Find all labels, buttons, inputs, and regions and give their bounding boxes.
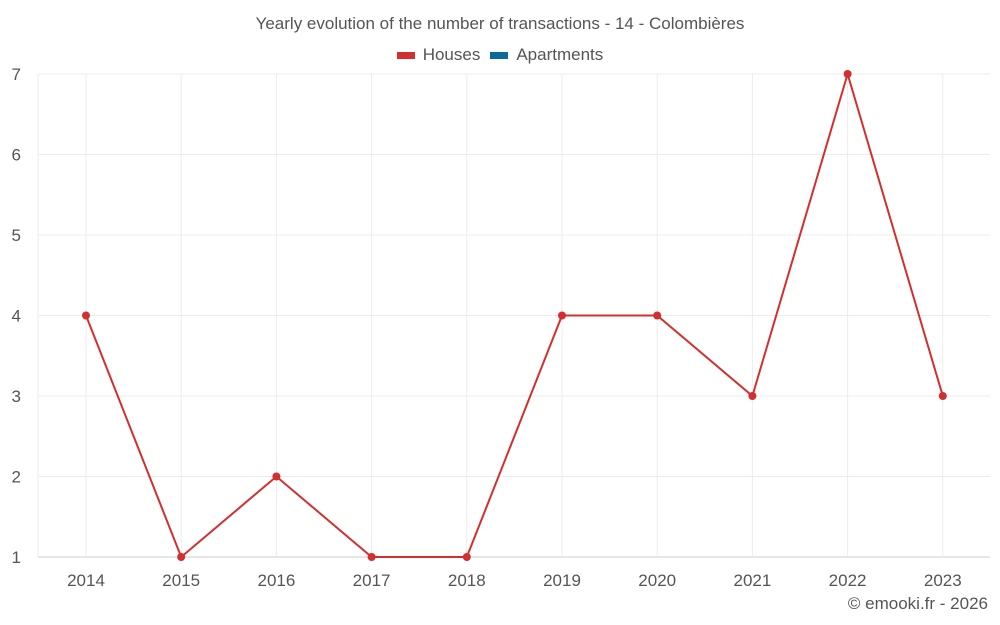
legend-item-apartments[interactable]: Apartments <box>490 45 603 65</box>
x-tick-label: 2019 <box>543 571 581 590</box>
x-tick-label: 2023 <box>924 571 962 590</box>
data-point <box>843 70 852 78</box>
data-point <box>748 392 757 400</box>
legend-swatch-apartments <box>490 51 509 59</box>
x-tick-label: 2018 <box>448 571 486 590</box>
x-tick-label: 2020 <box>638 571 676 590</box>
series-line-houses <box>85 70 944 559</box>
data-point <box>82 311 90 320</box>
y-tick-label: 3 <box>12 387 21 406</box>
chart-legend: Houses Apartments <box>0 45 1000 65</box>
y-tick-label: 5 <box>12 226 21 245</box>
data-point <box>367 553 376 561</box>
data-point <box>272 472 281 481</box>
y-tick-label: 7 <box>12 65 21 84</box>
x-tick-label: 2022 <box>829 571 867 590</box>
legend-swatch-houses <box>396 51 415 59</box>
y-tick-label: 4 <box>12 307 21 326</box>
x-tick-label: 2014 <box>67 571 105 590</box>
chart-title: Yearly evolution of the number of transa… <box>255 14 745 33</box>
data-point <box>938 392 947 400</box>
legend-label-houses: Houses <box>422 45 481 64</box>
y-tick-label: 1 <box>12 548 21 567</box>
data-point <box>462 553 471 561</box>
legend-item-houses[interactable]: Houses <box>396 45 481 65</box>
y-tick-label: 2 <box>12 468 21 487</box>
copyright-credit: © emooki.fr - 2026 <box>847 594 988 613</box>
x-tick-label: 2016 <box>257 571 295 590</box>
data-point <box>177 553 186 561</box>
y-tick-label: 6 <box>12 146 21 165</box>
x-tick-label: 2021 <box>733 571 771 590</box>
data-point <box>558 311 566 320</box>
data-point <box>653 311 662 320</box>
legend-label-apartments: Apartments <box>516 45 604 64</box>
x-tick-label: 2015 <box>162 571 200 590</box>
x-tick-label: 2017 <box>353 571 391 590</box>
